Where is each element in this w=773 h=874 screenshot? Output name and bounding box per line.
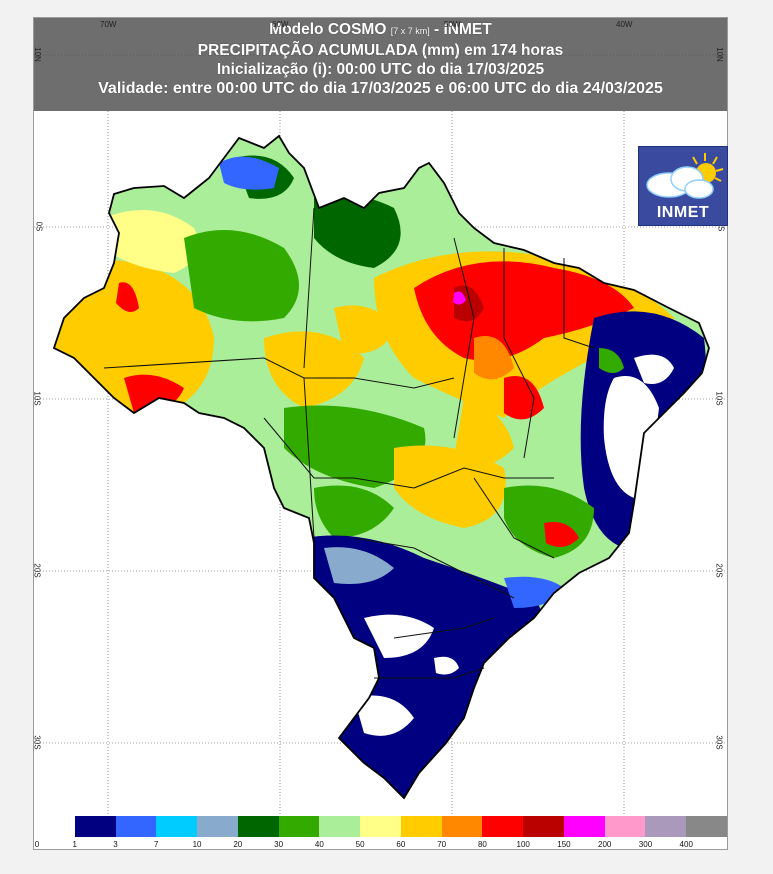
map-header: Modelo COSMO [7 x 7 km] - INMET PRECIPIT…	[34, 18, 727, 111]
model-source: - INMET	[434, 21, 492, 38]
tick-right-30s: 30S	[714, 735, 724, 750]
tick-right-10n: 10N	[714, 47, 724, 62]
tick-top-60w: 60W	[272, 20, 289, 29]
legend-label: 7	[154, 840, 159, 849]
tick-left-30s: 30S	[32, 735, 42, 750]
legend-swatch	[156, 816, 198, 837]
legend-swatch	[319, 816, 361, 837]
logo-text: INMET	[656, 204, 710, 221]
legend-swatch	[237, 816, 280, 837]
legend-label: 70	[437, 840, 447, 849]
model-resolution: [7 x 7 km]	[390, 26, 430, 36]
legend-label: 0	[34, 840, 40, 849]
legend-label: 3	[113, 840, 118, 849]
legend-swatch	[360, 816, 402, 837]
precipitation-map	[34, 54, 727, 815]
legend-label: 60	[396, 840, 406, 849]
map-frame: Modelo COSMO [7 x 7 km] - INMET PRECIPIT…	[33, 17, 728, 850]
legend-label: 30	[274, 840, 284, 849]
legend-label: 50	[355, 840, 365, 849]
legend-swatch	[686, 816, 728, 837]
legend-label: 40	[314, 840, 324, 849]
model-name: Modelo COSMO	[269, 21, 387, 38]
legend-swatch	[523, 816, 565, 837]
sun-cloud-icon	[646, 153, 724, 199]
tick-right-10s: 10S	[714, 391, 724, 406]
legend-swatch	[34, 816, 76, 837]
header-model-line: Modelo COSMO [7 x 7 km] - INMET	[34, 18, 727, 41]
tick-top-70w: 70W	[100, 20, 117, 29]
tick-right-20s: 20S	[714, 563, 724, 578]
tick-top-50w: 50W	[444, 20, 461, 29]
legend-swatch	[115, 816, 157, 837]
legend-label: 400	[679, 840, 693, 849]
brazil-outline	[52, 134, 710, 800]
legend-label: 150	[557, 840, 571, 849]
legend-label: 200	[598, 840, 612, 849]
tick-left-20s: 20S	[32, 563, 42, 578]
legend-label: 1	[72, 840, 77, 849]
legend-swatch	[400, 816, 443, 837]
tick-left-10s: 10S	[32, 391, 42, 406]
legend-swatch	[482, 816, 524, 837]
legend-swatch	[74, 816, 116, 837]
precipitation-field	[54, 136, 709, 798]
legend-label: 300	[638, 840, 653, 849]
legend-swatch	[563, 816, 606, 837]
legend-swatch	[197, 816, 239, 837]
legend-label: 100	[516, 840, 530, 849]
legend-swatch	[604, 816, 646, 837]
legend-label: 20	[233, 840, 243, 849]
tick-left-0s: 0S	[34, 221, 44, 232]
legend-swatch	[441, 816, 483, 837]
inmet-logo: INMET	[638, 146, 728, 226]
color-legend: 0 1 3 7 10 20 30 40 50 60 70 80 100 150 200 300 400	[34, 816, 728, 850]
legend-label: 10	[192, 840, 202, 849]
tick-top-40w: 40W	[616, 20, 633, 29]
legend-label: 80	[477, 840, 487, 849]
state-borders	[103, 207, 595, 679]
tick-left-10n: 10N	[32, 47, 42, 62]
header-validity: Validade: entre 00:00 UTC do dia 17/03/2…	[98, 80, 663, 97]
legend-swatch	[645, 816, 687, 837]
header-initialization: Inicialização (i): 00:00 UTC do dia 17/0…	[216, 61, 545, 78]
legend-swatch	[278, 816, 320, 837]
